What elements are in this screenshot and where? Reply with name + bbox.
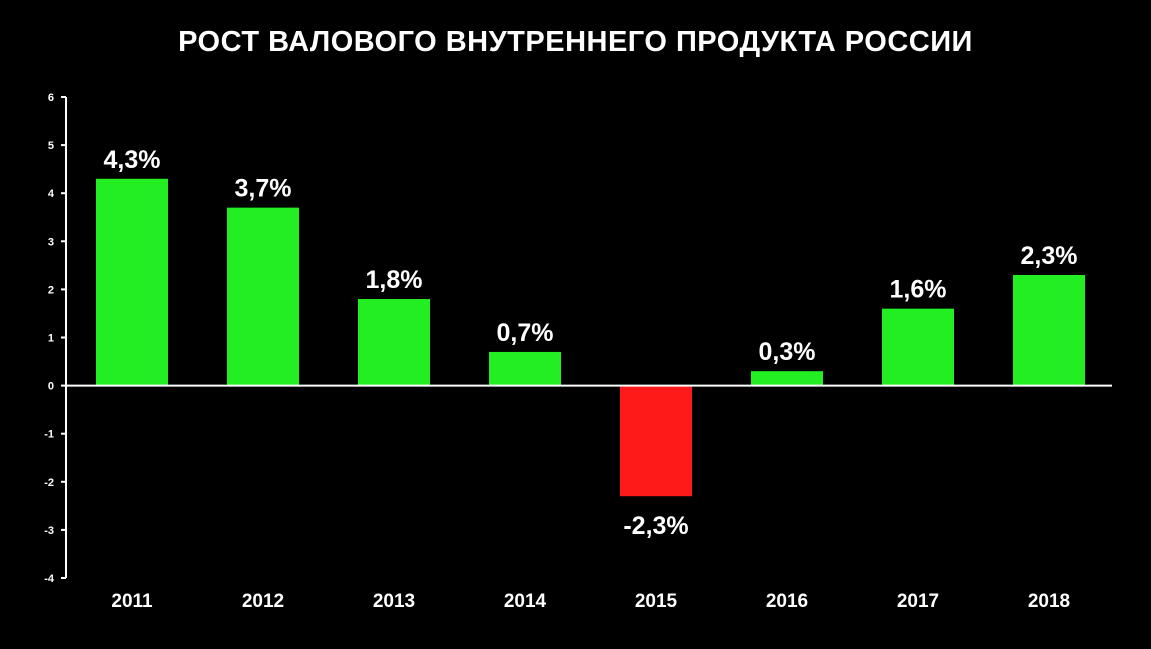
- bar-2013: [358, 299, 430, 386]
- y-tick-label: 1: [48, 333, 54, 345]
- bar-2012: [227, 207, 299, 386]
- x-tick-label-2015: 2015: [635, 591, 678, 612]
- y-tick-label: -4: [44, 573, 55, 585]
- chart-title: РОСТ ВАЛОВОГО ВНУТРЕННЕГО ПРОДУКТА РОССИ…: [178, 26, 973, 58]
- y-tick-label: -3: [44, 525, 54, 537]
- data-label-2013: 1,8%: [366, 266, 423, 294]
- y-tick-label: 4: [48, 188, 55, 200]
- bar-2015: [620, 385, 692, 497]
- y-tick-label: 0: [48, 381, 54, 393]
- data-label-2015: -2,3%: [623, 512, 688, 540]
- data-label-2018: 2,3%: [1021, 242, 1078, 270]
- bar-2014: [489, 351, 561, 386]
- x-tick-label-2014: 2014: [504, 591, 547, 612]
- y-tick-label: 3: [48, 236, 54, 248]
- y-tick-label: 6: [48, 92, 54, 104]
- x-tick-label-2012: 2012: [242, 591, 284, 612]
- data-label-2014: 0,7%: [497, 319, 554, 347]
- y-tick-label: -1: [44, 429, 54, 441]
- x-tick-label-2018: 2018: [1028, 591, 1070, 612]
- bar-2016: [751, 371, 823, 386]
- data-label-2017: 1,6%: [890, 276, 947, 304]
- bar-2017: [882, 308, 954, 386]
- bar-2011: [96, 178, 168, 386]
- data-label-2012: 3,7%: [235, 175, 292, 203]
- data-label-2016: 0,3%: [759, 338, 816, 366]
- bar-2018: [1013, 274, 1085, 386]
- y-tick-label: 2: [48, 284, 54, 296]
- data-label-2011: 4,3%: [104, 146, 161, 174]
- x-tick-label-2016: 2016: [766, 591, 808, 612]
- x-tick-label-2017: 2017: [897, 591, 939, 612]
- x-tick-label-2011: 2011: [111, 591, 153, 612]
- y-tick-label: -2: [44, 477, 54, 489]
- y-tick-label: 5: [48, 140, 54, 152]
- x-tick-label-2013: 2013: [373, 591, 415, 612]
